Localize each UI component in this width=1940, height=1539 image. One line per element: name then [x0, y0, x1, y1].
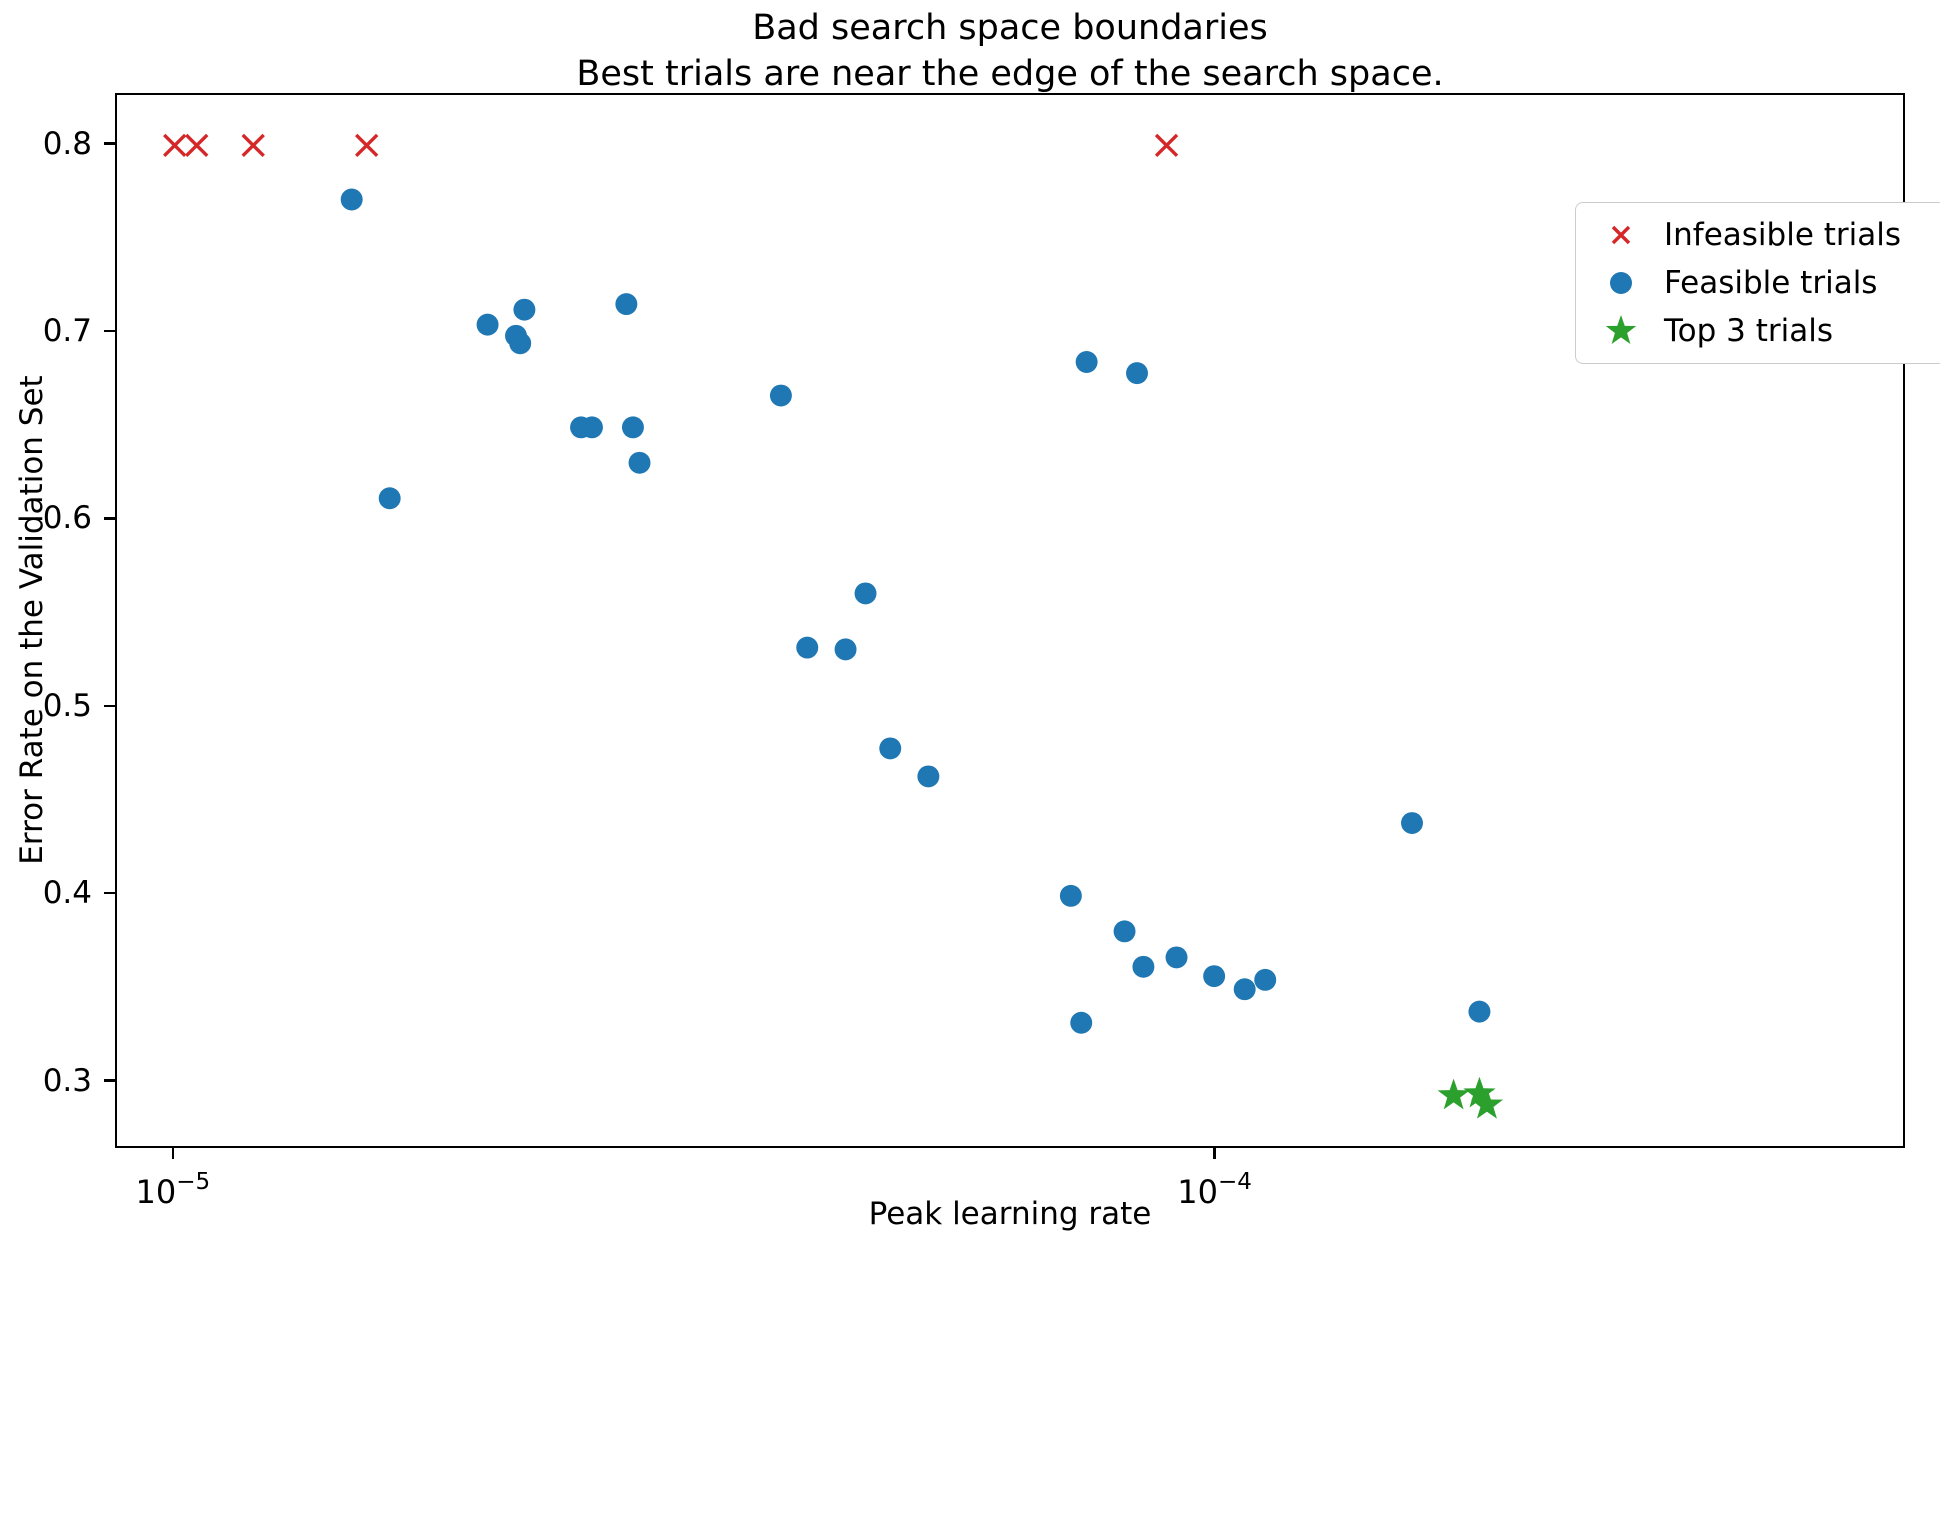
feasible-trial-marker [1233, 978, 1256, 1001]
infeasible-trial-marker [163, 133, 187, 158]
y-tick-label: 0.7 [42, 312, 92, 349]
infeasible-trial-marker [185, 133, 209, 158]
infeasible-trial-marker [355, 133, 379, 158]
feasible-trial-marker [509, 332, 532, 355]
legend-circle-icon [1590, 267, 1652, 299]
y-tick [104, 142, 115, 145]
y-tick-label: 0.3 [42, 1062, 92, 1099]
scatter-canvas [163, 133, 1504, 1119]
feasible-trial-marker [1113, 920, 1136, 943]
x-tick-label: 10−5 [135, 1169, 211, 1211]
feasible-trial-marker [628, 451, 651, 474]
legend-label-infeasible: Infeasible trials [1664, 217, 1902, 253]
x-axis-label: Peak learning rate [868, 1196, 1152, 1232]
feasible-trial-marker [796, 636, 819, 659]
y-tick-label: 0.6 [42, 500, 92, 537]
plot-area: Infeasible trials Feasible trials Top 3 … [115, 93, 1940, 1148]
feasible-trial-marker [615, 293, 638, 316]
x-tick [1213, 1148, 1216, 1159]
top3-trial-marker [1437, 1078, 1470, 1110]
infeasible-trial-marker [1154, 133, 1179, 158]
y-axis-label: Error Rate on the Validation Set [14, 375, 50, 865]
feasible-trial-marker [769, 384, 792, 407]
feasible-trial-marker [1126, 362, 1148, 385]
feasible-trial-marker [513, 298, 536, 321]
legend-x-icon [1590, 219, 1652, 251]
y-tick [104, 517, 115, 520]
infeasible-trial-marker [241, 133, 265, 158]
feasible-trial-marker [621, 416, 644, 439]
feasible-trial-marker [1401, 812, 1423, 834]
legend-item-top3: Top 3 trials [1576, 307, 1940, 355]
feasible-trial-marker [1165, 946, 1188, 969]
y-tick-label: 0.8 [42, 125, 92, 162]
feasible-trial-marker [340, 188, 363, 211]
y-tick-label: 0.5 [42, 687, 92, 724]
feasible-trial-marker [1468, 1000, 1491, 1023]
feasible-trial-marker [1203, 965, 1226, 988]
legend-star-icon [1590, 315, 1652, 347]
feasible-trial-marker [879, 737, 902, 760]
legend-label-feasible: Feasible trials [1664, 265, 1878, 301]
y-tick [104, 329, 115, 333]
legend-item-feasible: Feasible trials [1576, 259, 1940, 307]
x-tick-label: 10−4 [1177, 1169, 1252, 1211]
chart-title-line-1: Bad search space boundaries [752, 8, 1268, 48]
y-tick-label: 0.4 [42, 875, 92, 912]
feasible-trial-marker [1132, 955, 1155, 978]
feasible-trial-marker [834, 638, 857, 661]
feasible-trial-marker [476, 313, 499, 336]
y-tick [104, 704, 115, 707]
legend-label-top3: Top 3 trials [1664, 313, 1834, 349]
chart-title-line-2: Best trials are near the edge of the sea… [576, 54, 1444, 94]
legend-item-infeasible: Infeasible trials [1576, 211, 1940, 259]
top3-trial-marker [1470, 1088, 1504, 1119]
legend: Infeasible trials Feasible trials Top 3 … [1575, 202, 1940, 364]
y-tick [104, 891, 115, 895]
feasible-trial-marker [1070, 1011, 1093, 1034]
x-tick [171, 1148, 175, 1159]
y-tick [104, 1079, 115, 1082]
feasible-trial-marker [1254, 968, 1277, 991]
feasible-trial-marker [378, 487, 401, 510]
feasible-trial-marker [1075, 351, 1098, 373]
feasible-trial-marker [917, 765, 940, 788]
feasible-trial-marker [854, 582, 877, 605]
feasible-trial-marker [580, 416, 603, 439]
feasible-trial-marker [1059, 884, 1082, 907]
top3-trial-marker [1463, 1076, 1496, 1108]
